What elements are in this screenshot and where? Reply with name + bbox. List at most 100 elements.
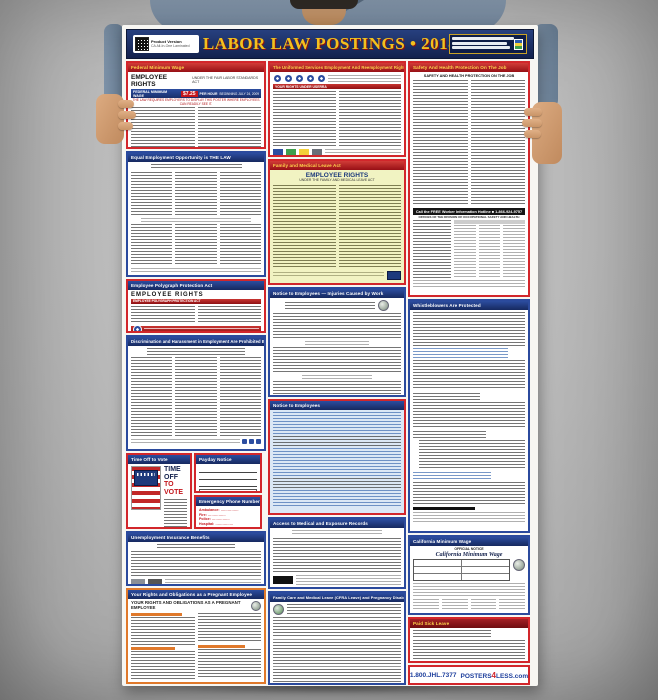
labor-law-poster: Product Version CA All-In-One Laminated … bbox=[122, 25, 538, 686]
userra-icons-row bbox=[273, 74, 401, 83]
official-notice-label: OFFICIAL NOTICE bbox=[454, 547, 484, 551]
section-title: The Uniformed Services Employment And Re… bbox=[270, 63, 404, 72]
left-hand-finger bbox=[118, 100, 134, 108]
vote-headline-2: TO VOTE bbox=[164, 481, 184, 497]
section-title: Payday Notice bbox=[196, 455, 260, 464]
agency-logo-icon bbox=[286, 149, 296, 155]
userra-band: YOUR RIGHTS UNDER USERRA bbox=[275, 84, 327, 89]
section-title: Federal Minimum Wage bbox=[128, 63, 264, 72]
section-title: Notice to Employees bbox=[270, 401, 404, 410]
right-hand-finger bbox=[524, 130, 541, 138]
poster-masthead: Product Version CA All-In-One Laminated … bbox=[126, 29, 534, 59]
section-title: Equal Employment Opportunity is THE LAW bbox=[128, 153, 264, 162]
person-right-sleeve bbox=[534, 24, 558, 108]
agency-logo-icon bbox=[299, 149, 309, 155]
payday-form bbox=[196, 464, 260, 491]
service-badge-icon bbox=[273, 74, 282, 83]
section-userra: The Uniformed Services Employment And Re… bbox=[268, 61, 406, 157]
section-unemployment-insurance: Unemployment Insurance Benefits bbox=[126, 531, 266, 586]
hotline-phone-bold bbox=[413, 507, 475, 510]
service-badge-icon bbox=[284, 74, 293, 83]
fine-print bbox=[413, 583, 525, 598]
fine-print bbox=[410, 628, 528, 661]
fine-print bbox=[413, 280, 525, 289]
section-payday-notice: Payday Notice bbox=[194, 453, 262, 493]
fine-print bbox=[413, 599, 525, 612]
fine-print bbox=[273, 272, 384, 279]
person-hair bbox=[290, 0, 358, 9]
fmla-headline: EMPLOYEE RIGHTS bbox=[305, 172, 369, 179]
facebook-icon bbox=[242, 439, 247, 444]
left-column: Federal Minimum Wage EMPLOYEE RIGHTS UND… bbox=[126, 61, 266, 686]
state-seal-icon bbox=[273, 604, 284, 615]
section-emergency-phone-numbers: Emergency Phone Numbers Ambulance: ……………… bbox=[194, 495, 262, 529]
section-california-minimum-wage: California Minimum Wage OFFICIAL NOTICE … bbox=[408, 535, 530, 615]
fine-print bbox=[270, 528, 404, 587]
fine-print bbox=[273, 91, 401, 147]
left-hand-finger bbox=[118, 111, 136, 119]
section-title: California Minimum Wage bbox=[410, 537, 528, 546]
wage-rate-unit: PER HOUR bbox=[199, 91, 218, 96]
pregnant-headline: YOUR RIGHTS AND OBLIGATIONS AS A PREGNAN… bbox=[131, 600, 241, 610]
section-title: Access to Medical and Exposure Records bbox=[270, 519, 404, 528]
section-eeo-is-the-law: Equal Employment Opportunity is THE LAW bbox=[126, 151, 266, 277]
section-federal-minimum-wage: Federal Minimum Wage EMPLOYEE RIGHTS UND… bbox=[126, 61, 266, 149]
safety-headline: SAFETY AND HEALTH PROTECTION ON THE JOB bbox=[423, 74, 515, 78]
agency-logo-icon bbox=[273, 149, 283, 155]
whd-logo-icon bbox=[387, 270, 401, 280]
worker-hotline-band: Call the FREE Worker Information Hotline… bbox=[413, 208, 525, 216]
section-title: Safety And Health Protection On The Job bbox=[410, 63, 528, 72]
fine-print bbox=[328, 75, 401, 82]
section-title: Emergency Phone Numbers bbox=[196, 497, 260, 506]
fine-print bbox=[128, 542, 264, 584]
section-title: Discrimination and Harassment in Employm… bbox=[128, 337, 264, 346]
state-seal-icon bbox=[251, 601, 261, 611]
employee-rights-headline: EMPLOYEE RIGHTS bbox=[131, 292, 204, 298]
offices-heading: OFFICES OF THE DIVISION OF OCCUPATIONAL … bbox=[418, 215, 520, 220]
dol-seal-icon bbox=[133, 325, 142, 331]
ballot-box-flag-graphic bbox=[131, 466, 161, 510]
fmla-subhead: UNDER THE FAMILY AND MEDICAL LEAVE ACT bbox=[299, 178, 375, 183]
section-whistleblowers-protected: Whistleblowers Are Protected bbox=[408, 299, 530, 533]
wage-rate: $7.25 bbox=[181, 90, 198, 97]
badge-logo-icon bbox=[514, 39, 523, 50]
cal-osha-logo-icon bbox=[273, 576, 293, 584]
state-seal-icon bbox=[377, 300, 389, 311]
ca-wage-script-title: California Minimum Wage bbox=[435, 551, 503, 558]
signature-line bbox=[343, 511, 401, 513]
fine-print bbox=[128, 346, 264, 446]
section-polygraph-protection: Employee Polygraph Protection Act EMPLOY… bbox=[126, 279, 266, 333]
section-title: Unemployment Insurance Benefits bbox=[128, 533, 264, 542]
product-version-box: Product Version CA All-In-One Laminated bbox=[133, 35, 199, 53]
service-badge-icon bbox=[317, 74, 326, 83]
section-time-off-to-vote: Time Off to Vote TIME OFF TO VOTE bbox=[126, 453, 192, 529]
linkedin-icon bbox=[256, 439, 261, 444]
section-paid-sick-leave: Paid Sick Leave bbox=[408, 617, 530, 663]
section-pregnant-employee-rights: Your Rights and Obligations as a Pregnan… bbox=[126, 588, 266, 684]
section-title: Time Off to Vote bbox=[128, 455, 190, 464]
compliance-badge bbox=[449, 34, 527, 54]
brand-site: POSTERS4LESS.com bbox=[460, 670, 529, 680]
section-title: Family Care and Medical Leave (CFRA Leav… bbox=[270, 593, 404, 602]
section-fmla: Family and Medical Leave Act EMPLOYEE RI… bbox=[268, 159, 406, 285]
employee-rights-headline: EMPLOYEE RIGHTS bbox=[131, 74, 168, 89]
section-title: Whistleblowers Are Protected bbox=[410, 301, 528, 310]
vote-payday-row: Time Off to Vote TIME OFF TO VOTE bbox=[126, 453, 266, 531]
fine-print bbox=[131, 305, 261, 324]
fine-print bbox=[413, 80, 525, 207]
product-version-detail: CA All-In-One Laminated bbox=[151, 44, 190, 48]
agency-logo-icon bbox=[131, 579, 145, 584]
polygraph-subhead: EMPLOYEE POLYGRAPH PROTECTION ACT bbox=[133, 299, 201, 304]
section-safety-health-protection: Safety And Health Protection On The Job … bbox=[408, 61, 530, 297]
section-injuries-caused-by-work: Notice to Employees — Injuries Caused by… bbox=[268, 287, 406, 397]
right-column: Safety And Health Protection On The Job … bbox=[408, 61, 530, 686]
product-version-label: Product Version bbox=[151, 39, 182, 44]
band-label: FEDERAL MINIMUM WAGE bbox=[133, 89, 168, 98]
display-note: THE LAW REQUIRES EMPLOYERS TO DISPLAY TH… bbox=[132, 98, 260, 106]
fine-print bbox=[270, 410, 404, 513]
wage-date: BEGINNING JULY 24, 2009 bbox=[219, 91, 260, 96]
offices-table bbox=[413, 220, 526, 279]
section-title: Paid Sick Leave bbox=[410, 619, 528, 628]
dol-footer-band bbox=[131, 325, 261, 331]
